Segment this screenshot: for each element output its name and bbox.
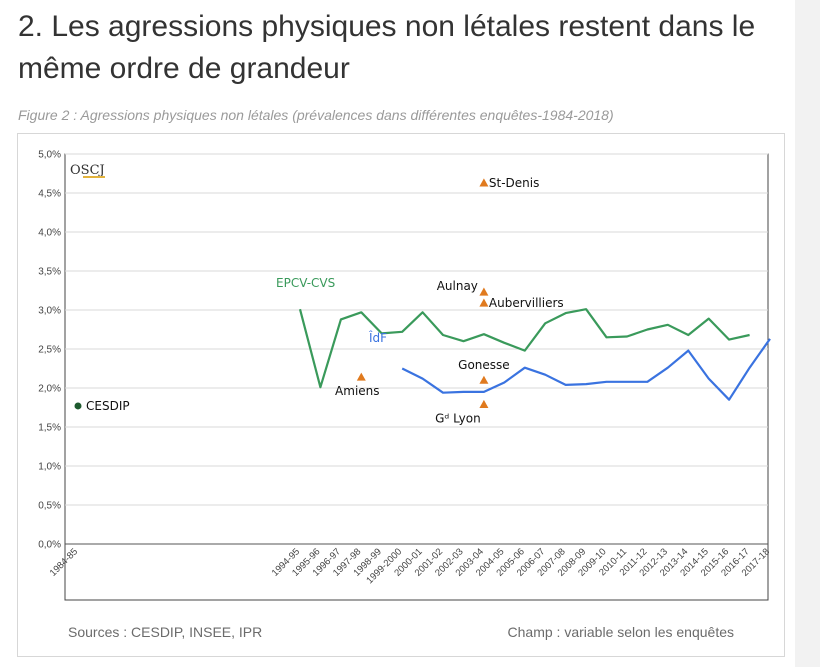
point-label: Gᵈ Lyon	[435, 411, 481, 425]
point-labels: EPCV-CVS ÎdF CESDIP St-Denis Aulnay Aubervill…	[86, 176, 564, 426]
x-tick-labels: 1984-85 1994-951995-961996-971997-981998-…	[48, 546, 772, 586]
point-marker	[74, 402, 82, 410]
section-heading: 2. Les agressions physiques non létales …	[18, 10, 756, 85]
series-label: ÎdF	[368, 330, 387, 345]
point-label: Gonesse	[458, 358, 510, 372]
y-tick-label: 2,5%	[38, 345, 61, 356]
y-tick-label: 3,5%	[38, 267, 61, 278]
series-line	[298, 308, 750, 389]
y-tick-label: 0,0%	[38, 540, 61, 551]
sidebar-strip	[795, 0, 820, 667]
line-chart: 0,0% 0,5% 1,0% 1,5% 2,0% 2,5% 3,0% 3,5% 4,0% 4,5%…	[38, 150, 772, 601]
y-tick-label: 4,5%	[38, 189, 61, 200]
series-lines	[298, 308, 771, 401]
y-tick-label: 5,0%	[38, 150, 61, 161]
point-label: Amiens	[335, 384, 379, 398]
grid-lines	[65, 153, 768, 545]
point-marker	[479, 399, 489, 408]
y-tick-label: 0,5%	[38, 501, 61, 512]
y-tick-label: 1,5%	[38, 423, 61, 434]
figure-box: 0,0% 0,5% 1,0% 1,5% 2,0% 2,5% 3,0% 3,5% 4,0% 4,5%…	[17, 133, 785, 657]
champ-note: Champ : variable selon les enquêtes	[507, 624, 734, 640]
y-tick-label: 3,0%	[38, 306, 61, 317]
figure-caption: Figure 2 : Agressions physiques non léta…	[18, 107, 614, 123]
point-label: St-Denis	[489, 176, 539, 190]
point-label: Aubervilliers	[489, 296, 564, 310]
oscj-logo: OSCJ	[70, 163, 105, 178]
x-tick-label: 1984-85	[48, 546, 80, 578]
y-tick-label: 1,0%	[38, 462, 61, 473]
point-markers	[74, 178, 489, 410]
point-label: CESDIP	[86, 399, 130, 413]
logo-text: OSCJ	[70, 163, 105, 178]
point-marker	[356, 372, 366, 381]
point-marker	[479, 287, 489, 296]
series-line	[401, 338, 771, 401]
series-label: EPCV-CVS	[276, 276, 335, 290]
point-marker	[479, 298, 489, 307]
point-marker	[479, 375, 489, 384]
point-label: Aulnay	[437, 279, 478, 293]
y-tick-label: 4,0%	[38, 228, 61, 239]
plot-area-frame	[64, 153, 769, 601]
y-tick-label: 2,0%	[38, 384, 61, 395]
sources-note: Sources : CESDIP, INSEE, IPR	[68, 624, 263, 640]
y-tick-labels: 0,0% 0,5% 1,0% 1,5% 2,0% 2,5% 3,0% 3,5% 4,0% 4,5%…	[38, 150, 61, 551]
point-marker	[479, 178, 489, 187]
